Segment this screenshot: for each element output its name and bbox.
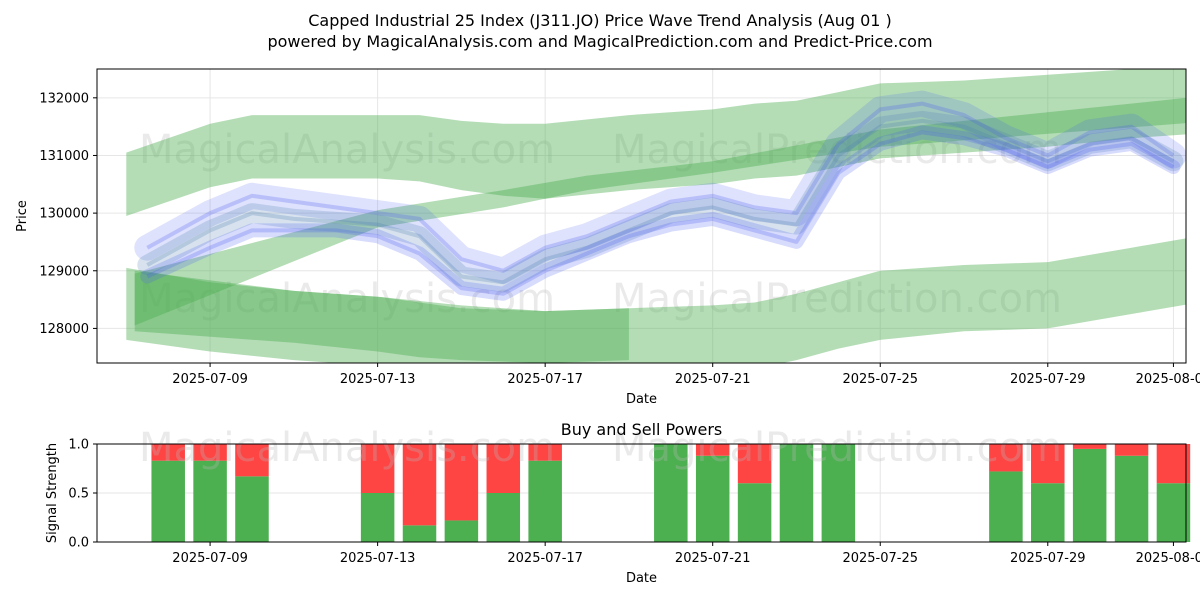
x-tick-label: 2025-07-09 bbox=[172, 372, 248, 387]
power-y-tick-label: 1.0 bbox=[68, 438, 89, 453]
wave-core-wave-1 bbox=[146, 101, 1175, 273]
power-x-tick-label: 2025-07-17 bbox=[507, 551, 583, 566]
watermark-text: MagicalAnalysis.com bbox=[139, 276, 555, 322]
buy-bar bbox=[779, 444, 814, 542]
buy-bar bbox=[737, 483, 772, 542]
sell-bar bbox=[695, 444, 730, 456]
sell-bar bbox=[151, 444, 185, 461]
sell-bar bbox=[1072, 444, 1107, 449]
power-y-tick-label: 0.5 bbox=[68, 487, 89, 502]
watermark-text: MagicalAnalysis.com bbox=[139, 127, 555, 173]
buy-bar bbox=[695, 455, 730, 542]
sell-bar bbox=[360, 444, 395, 493]
buy-bar bbox=[151, 460, 185, 542]
buy-bar bbox=[486, 493, 521, 542]
wave-line-wave-2 bbox=[137, 110, 1184, 293]
x-tick-label: 2025-07-29 bbox=[1010, 372, 1086, 387]
x-tick-label: 2025-07-21 bbox=[675, 372, 751, 387]
sell-bar bbox=[235, 444, 269, 477]
power-x-tick-label: 2025-07-21 bbox=[675, 551, 751, 566]
power-y-tick-label: 0.0 bbox=[68, 536, 89, 551]
y-axis-label: Price bbox=[15, 200, 30, 232]
wave-core-wave-2 bbox=[146, 118, 1175, 285]
band-main-trend bbox=[134, 97, 1186, 326]
power-x-tick-label: 2025-08-01 bbox=[1136, 551, 1200, 566]
band-lower-channel bbox=[126, 238, 1186, 363]
buy-bar bbox=[402, 525, 437, 542]
power-x-axis-label: Date bbox=[626, 571, 657, 586]
power-x-tick-label: 2025-07-25 bbox=[842, 551, 918, 566]
sell-bar bbox=[444, 444, 479, 521]
watermark-text: MagicalPrediction.com bbox=[612, 127, 1062, 173]
buy-bar bbox=[821, 444, 856, 542]
buy-bar bbox=[1072, 448, 1107, 542]
wave-line-wave-1 bbox=[134, 90, 1186, 284]
y-tick-label: 130000 bbox=[39, 207, 89, 222]
watermark-text: MagicalPrediction.com bbox=[612, 276, 1062, 322]
buy-bar bbox=[989, 471, 1023, 542]
buy-bar bbox=[1031, 483, 1065, 542]
power-x-tick-label: 2025-07-29 bbox=[1010, 551, 1086, 566]
y-tick-label: 129000 bbox=[39, 264, 89, 279]
y-tick-label: 132000 bbox=[39, 91, 89, 106]
buy-bar bbox=[444, 520, 479, 542]
buy-bar bbox=[528, 460, 562, 542]
chart-title-line-2: powered by MagicalAnalysis.com and Magic… bbox=[267, 32, 932, 51]
price-chart: MagicalAnalysis.com MagicalPrediction.com… bbox=[15, 68, 1200, 407]
band-short-trend bbox=[134, 270, 629, 363]
buy-sell-power-chart: MagicalAnalysis.com MagicalPrediction.com… bbox=[45, 420, 1200, 586]
chart-title-line-1: Capped Industrial 25 Index (J311.JO) Pri… bbox=[308, 11, 892, 30]
sell-bar bbox=[1031, 444, 1065, 484]
sell-bar bbox=[486, 444, 521, 493]
x-axis-label: Date bbox=[626, 392, 657, 407]
power-y-axis-label: Signal Strength bbox=[45, 443, 60, 543]
sell-bar bbox=[193, 444, 227, 461]
sell-bar bbox=[528, 444, 562, 461]
x-tick-label: 2025-07-13 bbox=[340, 372, 416, 387]
buy-bar bbox=[235, 476, 269, 542]
plot-frame bbox=[96, 68, 1187, 364]
x-tick-label: 2025-07-17 bbox=[507, 372, 583, 387]
watermark-text: MagicalAnalysis.com bbox=[139, 425, 555, 471]
x-tick-label: 2025-07-25 bbox=[842, 372, 918, 387]
buy-bar bbox=[193, 460, 227, 542]
band-upper-channel bbox=[126, 69, 1186, 216]
wave-core-wave-3 bbox=[146, 130, 1175, 296]
sell-bar bbox=[1156, 444, 1191, 484]
power-chart-title: Buy and Sell Powers bbox=[561, 420, 723, 439]
buy-bar bbox=[1156, 483, 1191, 542]
sell-bar bbox=[989, 444, 1023, 472]
buy-bar bbox=[360, 493, 395, 542]
x-tick-label: 2025-08-01 bbox=[1136, 372, 1200, 387]
buy-bar bbox=[1114, 455, 1149, 542]
power-x-tick-label: 2025-07-13 bbox=[340, 551, 416, 566]
plot-area bbox=[126, 69, 1186, 363]
sell-bar bbox=[1114, 444, 1149, 456]
y-tick-label: 128000 bbox=[39, 322, 89, 337]
sell-bar bbox=[402, 444, 437, 526]
watermark-text: MagicalPrediction.com bbox=[612, 425, 1062, 471]
sell-bar bbox=[737, 444, 772, 484]
buy-bar bbox=[654, 444, 688, 542]
wave-line-wave-3 bbox=[140, 125, 1181, 301]
y-tick-label: 131000 bbox=[39, 149, 89, 164]
power-x-tick-label: 2025-07-09 bbox=[172, 551, 248, 566]
